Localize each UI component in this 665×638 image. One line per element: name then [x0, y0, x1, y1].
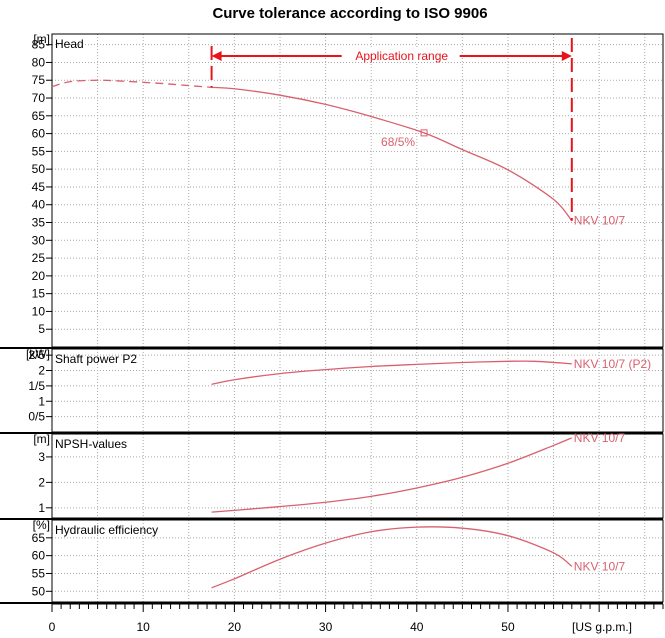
- y-tick-label: 35: [32, 216, 46, 230]
- y-tick-label: 1/5: [28, 379, 45, 393]
- chart-title: Curve tolerance according to ISO 9906: [212, 5, 487, 22]
- y-tick-label: 70: [32, 91, 46, 105]
- panel-head: 5 10 15 20 25 30 35 40 45 50 55 60 65 70 75 80 85[m] Head…: [0, 32, 664, 349]
- y-tick-label: 2: [38, 364, 45, 378]
- curve-label: NKV 10/7: [574, 431, 626, 445]
- y-axis-unit: [m]: [33, 32, 50, 46]
- y-tick-label: 60: [32, 127, 46, 141]
- range-arrow-right: [561, 51, 572, 61]
- y-tick-label: 15: [32, 287, 46, 301]
- panel-npsh: 1 2 3 [m] NPSH-values NKV 10/7: [0, 431, 664, 520]
- series-line: [211, 360, 572, 385]
- panel-power: 0/5 11/52 2/5[kW] Shaft power P2 NKV 10/7 (P…: [0, 347, 664, 434]
- y-axis-unit: [%]: [33, 518, 50, 532]
- y-tick-label: 3: [38, 450, 45, 464]
- y-axis-unit: [m]: [33, 432, 50, 446]
- x-tick-label: 0: [49, 620, 56, 634]
- tolerance-label: 68/5%: [381, 135, 415, 149]
- series-line: [211, 526, 573, 589]
- y-tick-label: 30: [32, 233, 46, 247]
- y-tick-label: 40: [32, 198, 46, 212]
- panel-label: Hydraulic efficiency: [55, 523, 158, 537]
- y-tick-label: 2: [38, 475, 45, 489]
- y-tick-label: 10: [32, 304, 46, 318]
- x-tick-label: 20: [228, 620, 242, 634]
- y-tick-label: 65: [32, 109, 46, 123]
- x-tick-label: 30: [319, 620, 333, 634]
- x-tick-label: 50: [501, 620, 515, 634]
- y-tick-label: 25: [32, 251, 46, 265]
- y-tick-label: 45: [32, 180, 46, 194]
- y-tick-label: 50: [32, 584, 46, 598]
- x-axis: 0 10 20 30 40 50: [49, 603, 664, 634]
- curve-label: NKV 10/7: [574, 214, 626, 228]
- y-tick-label: 2/5: [28, 348, 45, 362]
- panel-label: Shaft power P2: [55, 352, 137, 366]
- panel-eff: 50 55 60 65[%] Hydraulic efficiency NKV 10/7: [0, 518, 664, 604]
- curve-label: NKV 10/7: [574, 559, 626, 573]
- y-tick-label: 55: [32, 566, 46, 580]
- y-tick-label: 60: [32, 549, 46, 563]
- application-range-label: Application range: [355, 49, 448, 63]
- tolerance-marker: [420, 129, 428, 137]
- y-tick-label: 50: [32, 162, 46, 176]
- application-range-marker: Application range: [210, 38, 573, 221]
- x-axis-unit: [US g.p.m.]: [572, 620, 632, 634]
- series-line: [211, 437, 573, 513]
- range-arrow-left: [211, 51, 222, 61]
- y-tick-label: 1: [38, 394, 45, 408]
- y-tick-label: 1: [38, 501, 45, 515]
- y-tick-label: 80: [32, 55, 46, 69]
- y-tick-label: 20: [32, 269, 46, 283]
- y-axis-unit: [kW]: [26, 347, 50, 361]
- y-tick-label: 85: [32, 38, 46, 52]
- x-tick-label: 10: [137, 620, 151, 634]
- series-line: [211, 86, 573, 222]
- y-tick-label: 0/5: [28, 410, 45, 424]
- panel-label: NPSH-values: [55, 437, 127, 451]
- series-extension-line: [51, 79, 212, 89]
- y-tick-label: 5: [38, 322, 45, 336]
- panel-label: Head: [55, 37, 84, 51]
- y-tick-label: 55: [32, 144, 46, 158]
- x-tick-label: 40: [410, 620, 424, 634]
- y-tick-label: 65: [32, 531, 46, 545]
- y-tick-label: 75: [32, 73, 46, 87]
- range-label-bg: [341, 48, 460, 62]
- curve-label: NKV 10/7 (P2): [574, 357, 651, 371]
